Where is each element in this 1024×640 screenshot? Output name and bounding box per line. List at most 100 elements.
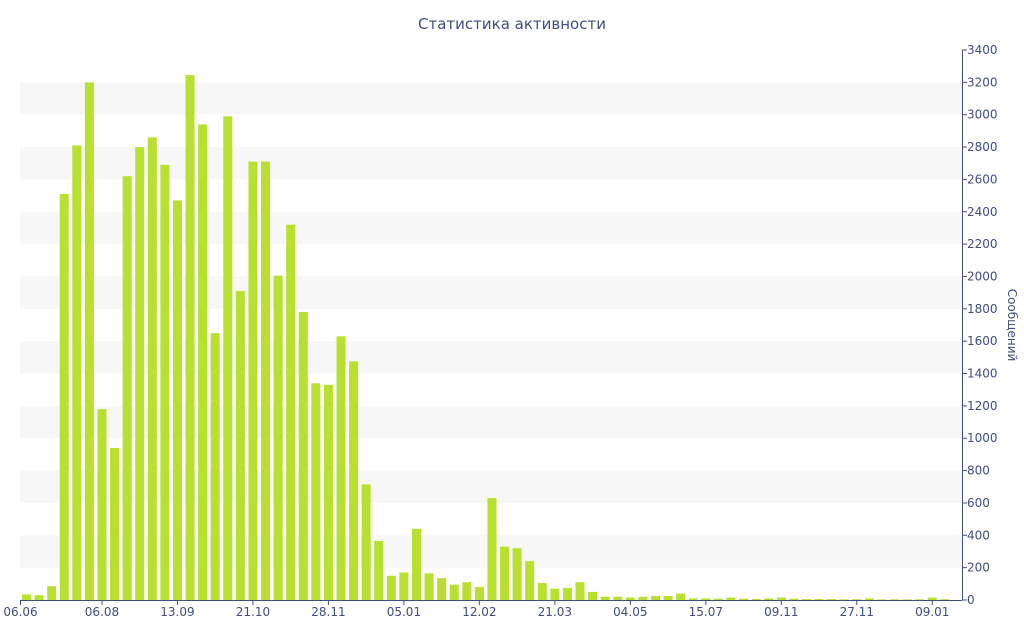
bar[interactable] bbox=[361, 484, 371, 600]
bar[interactable] bbox=[122, 176, 132, 600]
bar[interactable] bbox=[336, 336, 346, 600]
y-tick-label: 1000 bbox=[967, 431, 998, 445]
bar[interactable] bbox=[625, 597, 635, 600]
bar[interactable] bbox=[474, 587, 484, 600]
y-tick-label: 2600 bbox=[967, 172, 998, 186]
bar[interactable] bbox=[701, 598, 711, 600]
bar[interactable] bbox=[789, 598, 799, 600]
bar[interactable] bbox=[223, 116, 233, 600]
y-tick-label: 1400 bbox=[967, 367, 998, 381]
x-tick-label: 06.08 bbox=[85, 605, 119, 619]
y-tick-label: 1200 bbox=[967, 399, 998, 413]
bar[interactable] bbox=[940, 599, 950, 600]
x-axis: 06.06 06.08 13.09 21.10 28.11 05.01 12.02 21.03… bbox=[3, 600, 962, 619]
bar[interactable] bbox=[298, 312, 308, 600]
bar[interactable] bbox=[172, 200, 182, 600]
y-tick-label: 600 bbox=[967, 496, 990, 510]
bar[interactable] bbox=[864, 598, 874, 600]
bar[interactable] bbox=[147, 137, 157, 600]
y-tick-label: 3200 bbox=[967, 75, 998, 89]
bar[interactable] bbox=[248, 161, 258, 600]
bar[interactable] bbox=[374, 540, 384, 600]
bar[interactable] bbox=[273, 275, 283, 600]
x-tick-label: 12.02 bbox=[462, 605, 496, 619]
bar[interactable] bbox=[198, 124, 208, 600]
bar[interactable] bbox=[613, 596, 623, 600]
x-tick-label: 28.11 bbox=[311, 605, 345, 619]
y-axis: 0 200 400 600 800 1000 1200 1400 1600 1800 2000 220… bbox=[962, 43, 998, 607]
bar[interactable] bbox=[713, 598, 723, 600]
bar[interactable] bbox=[487, 498, 497, 600]
bar[interactable] bbox=[84, 82, 94, 601]
bar[interactable] bbox=[512, 548, 522, 600]
bar[interactable] bbox=[72, 145, 82, 600]
bar[interactable] bbox=[537, 583, 547, 600]
bar[interactable] bbox=[600, 596, 610, 600]
bar[interactable] bbox=[550, 588, 560, 600]
bar[interactable] bbox=[525, 561, 535, 600]
bar[interactable] bbox=[34, 595, 44, 600]
bar[interactable] bbox=[877, 599, 887, 600]
bar[interactable] bbox=[399, 572, 409, 601]
bar[interactable] bbox=[663, 595, 673, 600]
bar[interactable] bbox=[500, 546, 510, 600]
bar[interactable] bbox=[424, 573, 434, 600]
bar[interactable] bbox=[160, 164, 170, 600]
y-tick-label: 1600 bbox=[967, 334, 998, 348]
bar[interactable] bbox=[688, 598, 698, 600]
bar[interactable] bbox=[349, 361, 359, 600]
bar[interactable] bbox=[852, 599, 862, 600]
bar[interactable] bbox=[59, 193, 69, 600]
bar[interactable] bbox=[97, 409, 107, 600]
y-tick-label: 2200 bbox=[967, 237, 998, 251]
bar[interactable] bbox=[462, 582, 472, 600]
bar[interactable] bbox=[890, 599, 900, 600]
y-tick-label: 2000 bbox=[967, 269, 998, 283]
bar[interactable] bbox=[210, 333, 220, 600]
x-tick-label: 04.05 bbox=[613, 605, 647, 619]
x-tick-label: 06.06 bbox=[3, 605, 37, 619]
bar[interactable] bbox=[764, 598, 774, 600]
bar[interactable] bbox=[135, 147, 145, 600]
bar[interactable] bbox=[902, 599, 912, 600]
x-tick-label: 05.01 bbox=[387, 605, 421, 619]
bar[interactable] bbox=[562, 587, 572, 600]
bar[interactable] bbox=[411, 528, 421, 600]
bar[interactable] bbox=[47, 586, 57, 600]
bar[interactable] bbox=[575, 582, 585, 600]
bar[interactable] bbox=[110, 447, 120, 600]
bar[interactable] bbox=[839, 599, 849, 600]
bar[interactable] bbox=[651, 595, 660, 600]
bar[interactable] bbox=[751, 599, 761, 600]
bar[interactable] bbox=[827, 599, 837, 600]
bar[interactable] bbox=[449, 584, 459, 600]
bar[interactable] bbox=[386, 575, 396, 600]
y-tick-label: 1800 bbox=[967, 302, 998, 316]
y-axis-label: Сообщений bbox=[1005, 289, 1019, 362]
bar[interactable] bbox=[915, 599, 925, 600]
bar[interactable] bbox=[676, 593, 686, 600]
bar[interactable] bbox=[22, 594, 31, 600]
bar[interactable] bbox=[588, 591, 598, 600]
bar[interactable] bbox=[261, 161, 271, 600]
bar[interactable] bbox=[638, 596, 648, 600]
bar[interactable] bbox=[739, 598, 749, 600]
y-tick-label: 2800 bbox=[967, 140, 998, 154]
bar[interactable] bbox=[311, 383, 321, 600]
x-tick-label: 21.03 bbox=[538, 605, 572, 619]
bar[interactable] bbox=[235, 291, 245, 600]
bar[interactable] bbox=[801, 599, 811, 600]
bar[interactable] bbox=[286, 224, 296, 600]
bar[interactable] bbox=[814, 599, 824, 600]
grid-band bbox=[20, 82, 962, 115]
bar[interactable] bbox=[927, 597, 937, 600]
bar[interactable] bbox=[323, 384, 333, 600]
bar[interactable] bbox=[726, 597, 736, 600]
y-tick-label: 800 bbox=[967, 464, 990, 478]
grid-band bbox=[20, 147, 962, 180]
bar[interactable] bbox=[437, 578, 447, 600]
bar[interactable] bbox=[185, 75, 195, 600]
bar[interactable] bbox=[776, 597, 786, 600]
x-tick-label: 09.01 bbox=[915, 605, 949, 619]
